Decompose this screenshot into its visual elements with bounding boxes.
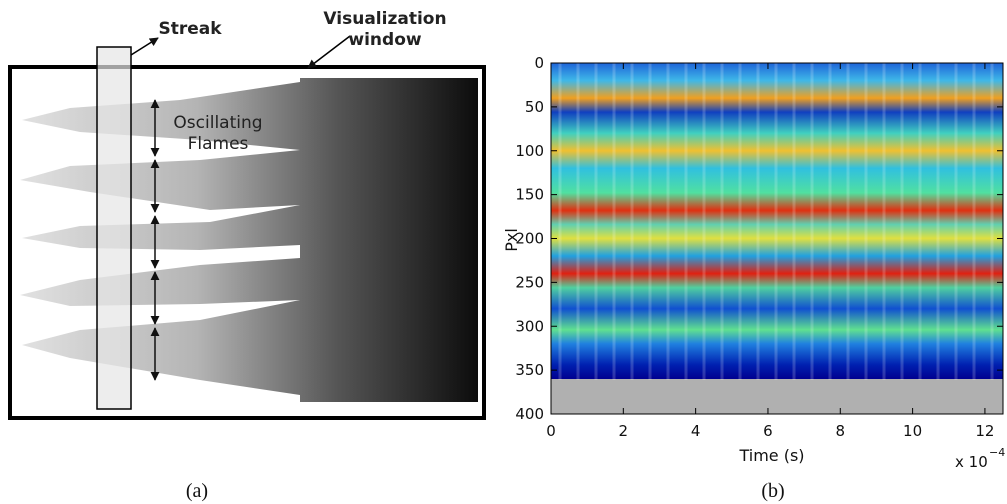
flames-label: Oscillating (173, 113, 262, 133)
visualization-window (8, 65, 486, 420)
window-label: Visualization (323, 9, 446, 29)
y-tick-label: 200 (515, 230, 544, 248)
x-tick-label: 10 (903, 422, 922, 440)
caption: (b) (761, 480, 784, 502)
y-tick-label: 150 (515, 186, 544, 204)
streak-box (96, 46, 132, 410)
y-tick-label: 100 (515, 142, 544, 160)
heatmap-texture (558, 63, 994, 380)
y-tick-label: 400 (515, 405, 544, 423)
y-tick-label: 350 (515, 361, 544, 379)
streak-label: Streak (158, 19, 222, 39)
y-tick-label: 0 (534, 54, 544, 72)
caption: (a) (186, 480, 208, 502)
y-axis-label: Pxl (502, 228, 521, 252)
y-tick-label: 250 (515, 273, 544, 291)
x-tick-label: 12 (975, 422, 994, 440)
streak-pointer (130, 37, 159, 56)
flames (20, 78, 478, 402)
y-tick-label: 300 (515, 317, 544, 335)
x-multiplier-exponent: −4 (989, 446, 1005, 459)
heatmap-image (551, 63, 1003, 414)
panel-a: Streak Visualization window Oscillating … (8, 9, 486, 502)
window-label: window (348, 30, 421, 50)
x-tick-label: 4 (691, 422, 701, 440)
x-tick-label: 0 (546, 422, 556, 440)
x-axis-label: Time (s) (738, 446, 804, 465)
x-tick-label: 8 (836, 422, 846, 440)
x-multiplier: x 10 (955, 453, 988, 471)
panel-b: Time (s) Pxl x 10 −4 (b) 0 2 4 6 8 10 12 0 50 100… (502, 54, 1005, 502)
window-pointer (307, 35, 351, 69)
x-tick-label: 6 (763, 422, 773, 440)
y-tick-label: 50 (525, 98, 544, 116)
flames-label: Flames (188, 134, 249, 154)
x-tick-label: 2 (619, 422, 629, 440)
